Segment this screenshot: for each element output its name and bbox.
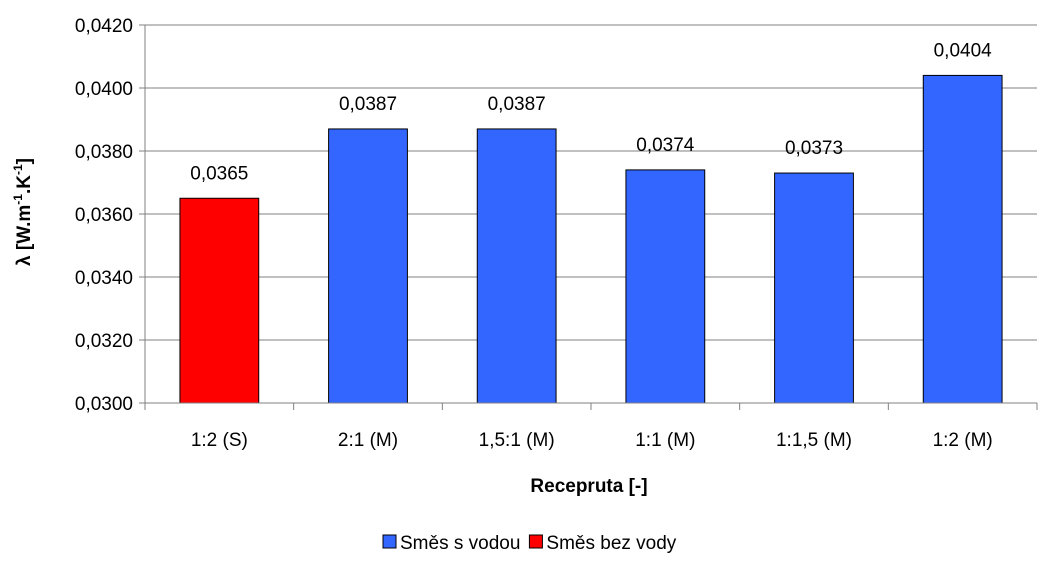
y-tick-label: 0,0340	[75, 268, 133, 289]
data-label: 0,0365	[190, 163, 248, 184]
data-label: 0,0374	[636, 135, 695, 156]
x-tick-label: 2:1 (M)	[338, 430, 398, 451]
bar	[179, 197, 260, 404]
legend-label: Směs s vodou	[400, 533, 520, 554]
data-label: 0,0387	[488, 94, 546, 115]
y-tick-label: 0,0380	[75, 142, 133, 163]
data-label: 0,0373	[785, 138, 843, 159]
legend-swatch	[382, 534, 397, 549]
x-tick-label: 1:2 (M)	[933, 430, 993, 451]
grid-lines	[145, 24, 1037, 341]
y-axis-title: λ [W.m-1.K-1]	[11, 158, 35, 266]
y-tick-labels: 0,0300 0,0320 0,0340 0,0360 0,0380 0,0400 0,04…	[75, 16, 133, 415]
bar	[476, 128, 557, 404]
data-labels: 0,0365 0,0387 0,0387 0,0374 0,0373 0,0404	[190, 40, 992, 184]
x-axis-title: Recepruta [-]	[530, 476, 647, 497]
x-tick-labels: 1:2 (S) 2:1 (M) 1,5:1 (M) 1:1 (M) 1:1,5 (M) 1…	[191, 430, 993, 451]
legend: Směs s vodou Směs bez vody	[382, 533, 677, 554]
axes	[139, 24, 1038, 410]
x-tick-label: 1:2 (S)	[191, 430, 248, 451]
y-tick-label: 0,0420	[75, 16, 133, 37]
bar	[625, 169, 706, 404]
legend-label: Směs bez vody	[546, 533, 676, 554]
y-tick-label: 0,0360	[75, 205, 133, 226]
data-label: 0,0404	[934, 40, 993, 61]
legend-swatch	[528, 534, 543, 549]
bar	[774, 172, 854, 404]
y-tick-label: 0,0300	[75, 394, 133, 415]
y-tick-label: 0,0320	[75, 331, 133, 352]
x-tick-label: 1:1,5 (M)	[776, 430, 852, 451]
x-tick-label: 1,5:1 (M)	[479, 430, 555, 451]
bar	[922, 74, 1003, 404]
y-tick-label: 0,0400	[75, 79, 133, 100]
bar	[328, 128, 408, 404]
bars	[179, 74, 1003, 404]
x-tick-label: 1:1 (M)	[635, 430, 695, 451]
data-label: 0,0387	[339, 94, 397, 115]
